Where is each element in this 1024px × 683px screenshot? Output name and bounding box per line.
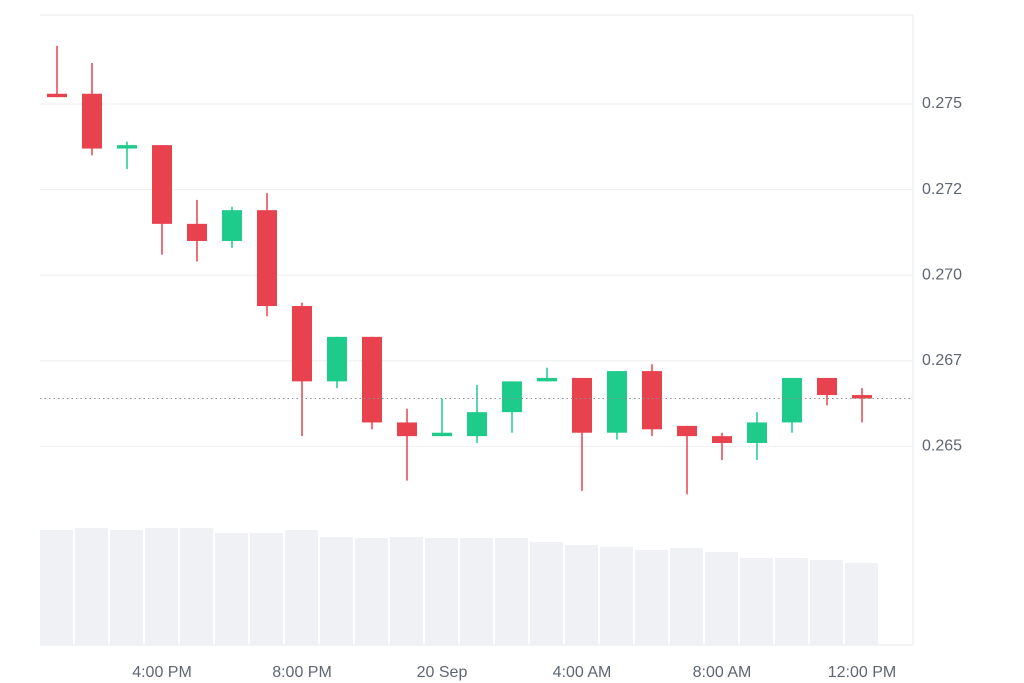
volume-bar [530,542,563,645]
candle-body [712,436,732,443]
volume-bar [565,545,598,645]
x-tick-label: 4:00 PM [132,664,192,681]
x-tick-label: 8:00 AM [693,664,752,681]
y-tick-label: 0.270 [922,266,962,283]
volume-bar [670,548,703,645]
volume-bar [845,563,878,645]
candle-body [397,422,417,437]
candle-body [747,422,767,443]
volume-bar [110,530,143,645]
candle-body [257,210,277,307]
volume-bar [740,558,773,645]
volume-bar [355,538,388,645]
volume-bar [635,550,668,645]
candle-body [117,145,137,149]
volume-bar [705,552,738,645]
volume-bar [180,528,213,645]
y-tick-label: 0.267 [922,352,962,369]
candle-body [782,377,802,423]
y-tick-label: 0.275 [922,95,962,112]
volume-bar [460,538,493,645]
candle-body [432,432,452,437]
candle-body [47,93,67,98]
volume-bar [775,558,808,645]
y-tick-label: 0.272 [922,181,962,198]
volume-bar [250,533,283,645]
volume-bar [215,533,248,645]
x-tick-label: 20 Sep [417,664,468,681]
candle-body [82,93,102,149]
candle-body [677,425,697,437]
candle-body [537,377,557,382]
candle-body [327,336,347,382]
candle-body [362,336,382,423]
volume-bar [145,528,178,645]
volume-bar [75,528,108,645]
candle-body [292,306,312,382]
candle-body [572,377,592,433]
volume-bar [425,538,458,645]
candle-body [817,377,837,396]
x-tick-label: 4:00 AM [553,664,612,681]
volume-bar [285,530,318,645]
candle-body [222,210,242,241]
candle-body [467,412,487,437]
candle-body [152,145,172,224]
volume-bar [390,537,423,645]
candle-body [187,223,207,241]
candle-body [502,381,522,413]
volume-bar [320,537,353,645]
x-tick-label: 12:00 PM [828,664,896,681]
candle-body [852,395,872,399]
candle-body [607,371,627,433]
volume-bar [495,538,528,645]
x-tick-label: 8:00 PM [272,664,332,681]
volume-bar [810,560,843,645]
volume-bar [40,530,73,645]
volume-bar [600,547,633,645]
candle-body [642,371,662,430]
y-tick-label: 0.265 [922,438,962,455]
